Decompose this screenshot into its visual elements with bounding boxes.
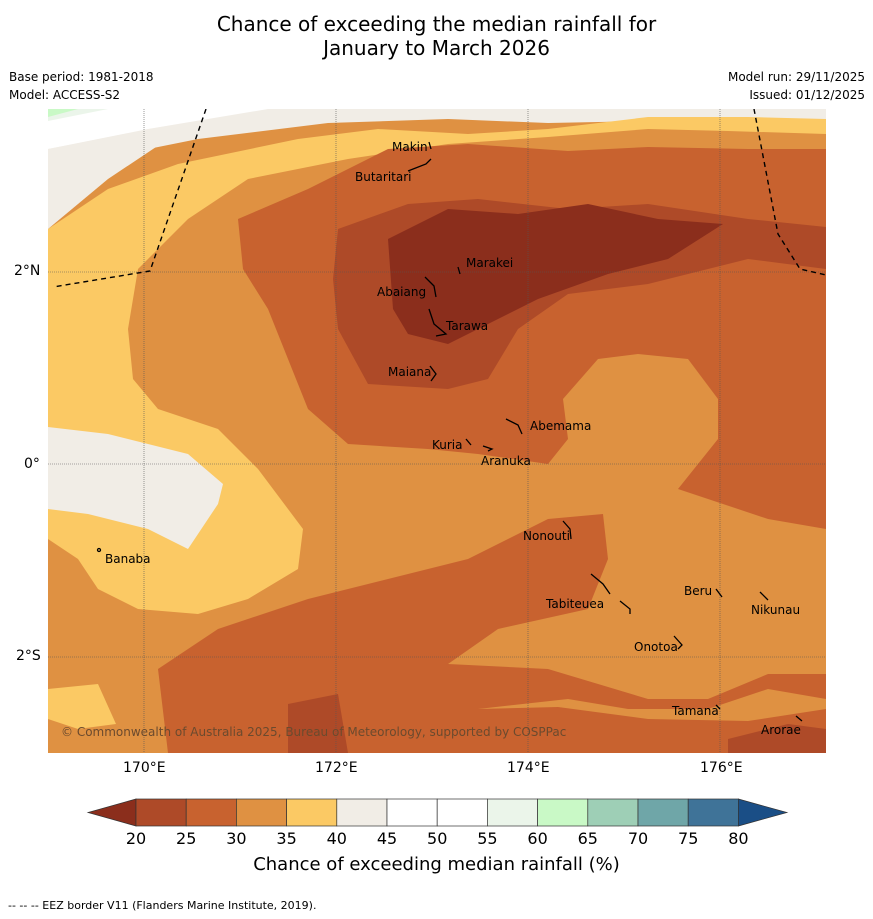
place-label: Tarawa [446, 319, 489, 333]
colorbar-tick-label: 75 [678, 829, 698, 848]
forecast-map [48, 109, 826, 753]
colorbar-tick-label: 35 [276, 829, 296, 848]
lat-tick: 0° [24, 456, 40, 472]
colorbar-tick-label: 80 [728, 829, 748, 848]
issued-label: Issued: 01/12/2025 [749, 88, 865, 102]
band-25-30-south [158, 514, 826, 753]
colorbar-under-arrow [86, 798, 137, 827]
band-60-65-north [48, 109, 78, 117]
colorbar-cell [336, 798, 388, 827]
colorbar-tick-label: 45 [377, 829, 397, 848]
lon-tick: 176°E [700, 760, 743, 776]
colorbar-tick-label: 20 [126, 829, 146, 848]
band-40-45-north [48, 109, 826, 169]
band-45-55-north [48, 109, 268, 149]
place-label: Tamana [672, 704, 719, 718]
place-label: Nikunau [751, 603, 801, 617]
colorbar-tick-label: 25 [176, 829, 196, 848]
base-period-label: Base period: 1981-2018 [9, 70, 154, 84]
place-label: Kuria [432, 438, 463, 452]
place-label: Aranuka [481, 454, 531, 468]
graticule [48, 109, 826, 753]
colorbar-tick-label: 50 [427, 829, 447, 848]
lon-tick: 174°E [507, 760, 550, 776]
place-label: Maiana [388, 365, 432, 379]
band-20-25-south [288, 694, 348, 753]
colorbar-cell [185, 798, 237, 827]
colorbar-cell [537, 798, 589, 827]
colorbar-cell [687, 798, 739, 827]
colorbar-cell [236, 798, 287, 827]
colorbar-cell [587, 798, 639, 827]
colorbar-over-arrow [738, 798, 789, 827]
place-label: Beru [684, 584, 713, 598]
colorbar-ticks: 20 25 30 35 40 45 50 55 60 65 70 75 80 [126, 829, 749, 848]
title-line-1: Chance of exceeding the median rainfall … [216, 12, 657, 36]
eez-footnote: -- -- -- EEZ border V11 (Flanders Marine… [8, 899, 317, 912]
islands [96, 141, 803, 722]
colorbar: 20 25 30 35 40 45 50 55 60 65 70 75 80 [86, 798, 789, 848]
copyright-text: © Commonwealth of Australia 2025, Bureau… [61, 725, 567, 739]
colorbar-tick-label: 40 [327, 829, 347, 848]
band-20-25-se [728, 724, 826, 753]
place-label: Abaiang [377, 285, 427, 299]
band-40-45-nw [48, 134, 168, 229]
eez-border [52, 109, 826, 288]
lon-tick: 172°E [315, 760, 358, 776]
place-label: Banaba [105, 552, 151, 566]
colorbar-tick-label: 60 [527, 829, 547, 848]
colorbar-cell [286, 798, 338, 827]
place-label: Tabiteuea [546, 597, 605, 611]
colorbar-tick-label: 70 [628, 829, 648, 848]
band-under-20 [388, 204, 723, 344]
colorbar-cell [487, 798, 538, 827]
place-label: Abemama [530, 419, 592, 433]
band-35-40 [48, 117, 826, 614]
title-line-2: January to March 2026 [323, 36, 550, 60]
place-label: Makin [392, 140, 428, 154]
lon-tick: 170°E [123, 760, 166, 776]
lat-tick: 2°N [14, 263, 41, 279]
colorbar-cell [637, 798, 689, 827]
colorbar-label: Chance of exceeding median rainfall (%) [253, 854, 620, 875]
place-label: Butaritari [355, 170, 412, 184]
model-label: Model: ACCESS-S2 [9, 88, 121, 102]
lat-tick: 2°S [16, 648, 41, 664]
place-label: Nonouti [523, 529, 570, 543]
map-svg [48, 109, 826, 753]
colorbar-tick-label: 30 [226, 829, 246, 848]
band-35-40-sw [48, 684, 116, 729]
colorbar-tick-label: 65 [578, 829, 598, 848]
band-40-45-west [48, 427, 223, 549]
colorbar-cell [135, 798, 187, 827]
place-label: Arorae [761, 723, 801, 737]
place-label: Onotoa [634, 640, 678, 654]
place-label: Marakei [466, 256, 514, 270]
colorbar-cell [386, 798, 438, 827]
model-run-label: Model run: 29/11/2025 [727, 70, 865, 84]
colorbar-tick-label: 55 [477, 829, 497, 848]
chart-title: Chance of exceeding the median rainfall … [0, 12, 873, 60]
colorbar-cells [86, 798, 789, 827]
colorbar-cell [436, 798, 488, 827]
